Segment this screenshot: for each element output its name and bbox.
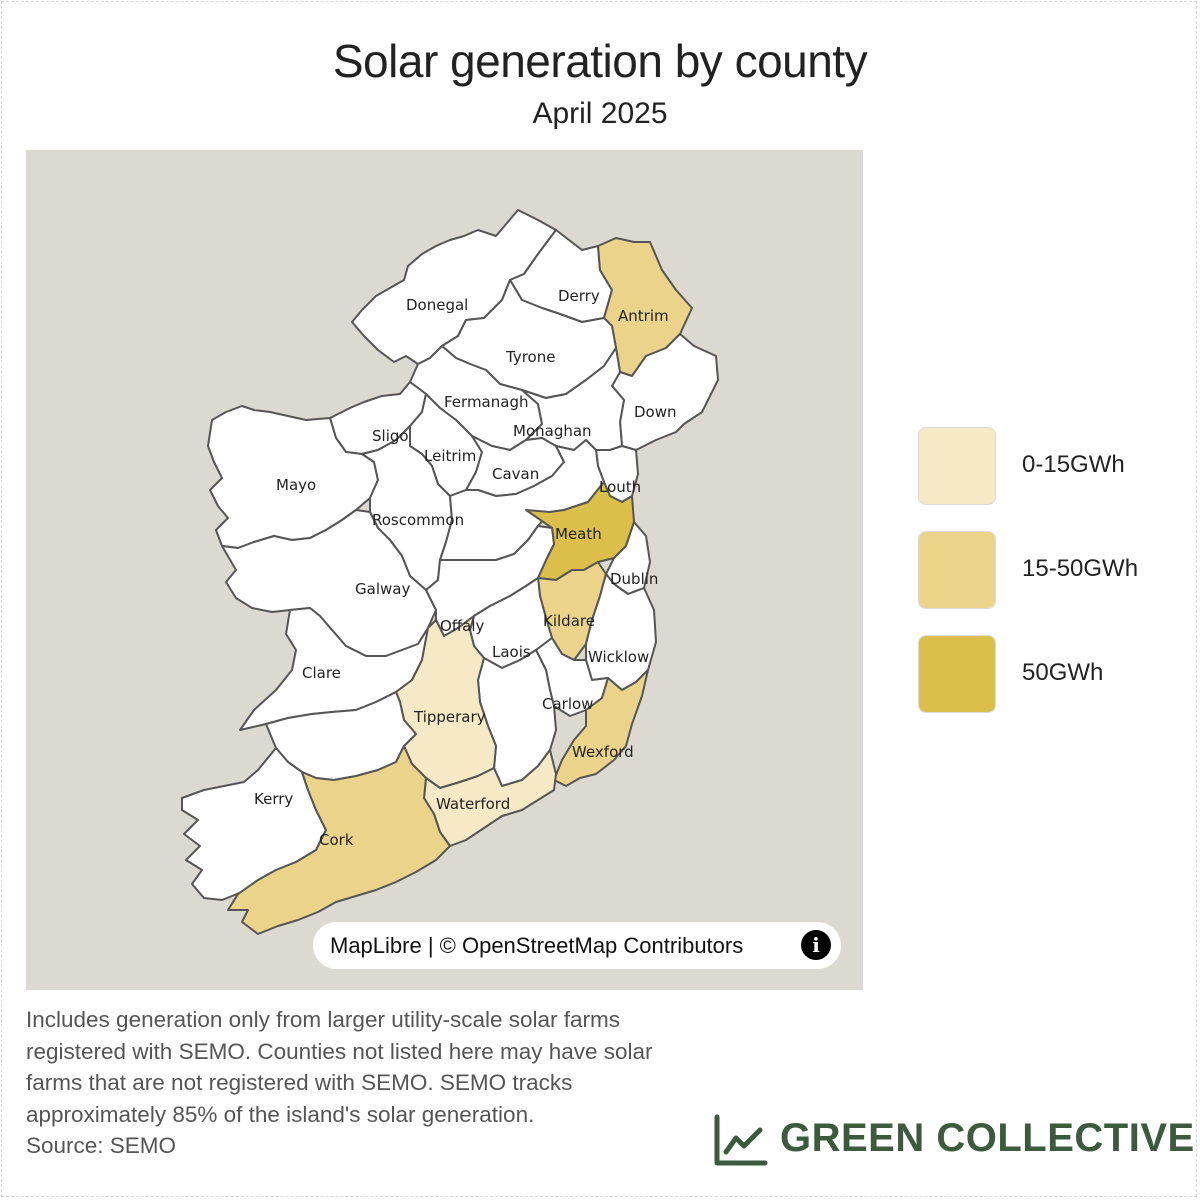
county-label-derry: Derry	[558, 287, 600, 305]
page-subtitle: April 2025	[532, 97, 668, 130]
legend-swatch	[918, 635, 996, 713]
county-label-tyrone: Tyrone	[505, 348, 555, 366]
footnote-text: Includes generation only from larger uti…	[26, 1007, 653, 1127]
county-label-sligo: Sligo	[372, 427, 409, 445]
county-map[interactable]: Donegal Derry Antrim Tyrone Fermanagh Do…	[26, 150, 863, 990]
county-label-mayo: Mayo	[276, 476, 316, 494]
legend-label: 15-50GWh	[1022, 555, 1139, 582]
legend-item: 15-50GWh	[918, 531, 1200, 611]
source-text: Source: SEMO	[26, 1133, 177, 1158]
legend-label: 0-15GWh	[1022, 451, 1125, 478]
legend-label: 50GWh	[1022, 659, 1104, 686]
footnote: Includes generation only from larger uti…	[26, 1004, 696, 1162]
county-label-wicklow: Wicklow	[588, 648, 649, 666]
county-label-louth: Louth	[599, 478, 641, 496]
brand-logo: GREEN COLLECTIVE	[712, 1112, 1194, 1172]
county-label-dublin: Dublin	[610, 570, 658, 588]
county-label-fermanagh: Fermanagh	[444, 393, 528, 411]
county-label-cork: Cork	[319, 831, 354, 849]
legend-item: 50GWh	[918, 635, 1200, 715]
county-label-clare: Clare	[302, 664, 341, 682]
county-label-laois: Laois	[492, 643, 531, 661]
county-label-cavan: Cavan	[492, 465, 539, 483]
county-cork[interactable]	[227, 745, 451, 935]
page-title: Solar generation by county	[332, 35, 868, 87]
county-label-donegal: Donegal	[406, 296, 468, 314]
county-label-wexford: Wexford	[572, 743, 634, 761]
brand-name: GREEN COLLECTIVE	[780, 1116, 1195, 1160]
county-wexford[interactable]	[553, 669, 649, 787]
county-label-galway: Galway	[355, 580, 410, 598]
county-label-leitrim: Leitrim	[424, 447, 476, 465]
legend-item: 0-15GWh	[918, 427, 1200, 507]
county-label-offaly: Offaly	[440, 617, 485, 635]
county-label-waterford: Waterford	[436, 795, 510, 813]
attribution-text: MapLibre | © OpenStreetMap Contributors	[330, 933, 744, 958]
county-label-kerry: Kerry	[254, 790, 293, 808]
line-chart-icon	[714, 1114, 768, 1166]
county-galway[interactable]	[221, 509, 437, 657]
county-label-antrim: Antrim	[618, 307, 669, 325]
map-canvas[interactable]: Donegal Derry Antrim Tyrone Fermanagh Do…	[26, 150, 863, 990]
county-label-monaghan: Monaghan	[513, 422, 592, 440]
county-label-kildare: Kildare	[543, 612, 595, 630]
county-label-carlow: Carlow	[542, 695, 593, 713]
county-label-roscommon: Roscommon	[372, 511, 464, 529]
map-attribution[interactable]: MapLibre | © OpenStreetMap Contributors …	[313, 922, 841, 969]
county-label-tipperary: Tipperary	[413, 708, 486, 726]
county-label-down: Down	[634, 403, 677, 421]
info-icon[interactable]: i	[801, 930, 831, 960]
county-label-meath: Meath	[555, 525, 602, 543]
legend-swatch	[918, 531, 996, 609]
legend-swatch	[918, 427, 996, 505]
